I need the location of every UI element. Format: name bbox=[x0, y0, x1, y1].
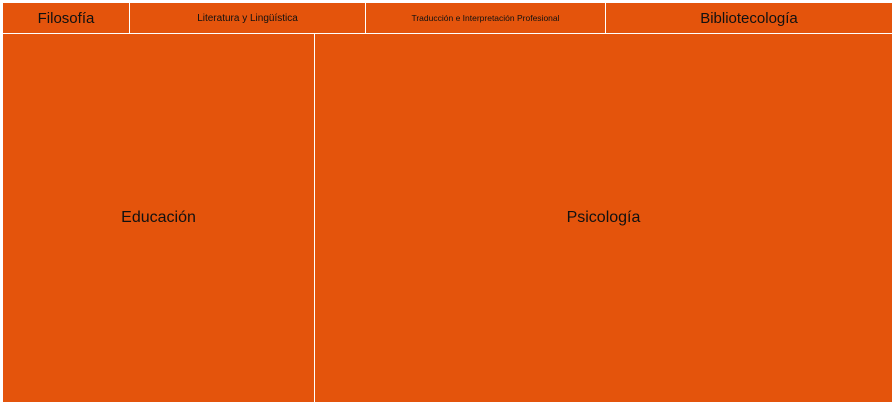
tile-psicologia[interactable]: Psicología bbox=[315, 34, 892, 402]
tile-filosofia[interactable]: Filosofía bbox=[3, 3, 129, 33]
tile-label: Psicología bbox=[566, 209, 641, 226]
tile-label: Bibliotecología bbox=[700, 9, 798, 27]
tile-label: Traducción e Interpretación Profesional bbox=[411, 13, 560, 23]
tile-label: Literatura y Lingüística bbox=[197, 12, 298, 24]
tile-label: Educación bbox=[121, 209, 196, 226]
tile-educacion[interactable]: Educación bbox=[3, 34, 314, 402]
tile-label: Filosofía bbox=[37, 9, 95, 27]
tile-bibliotecologia[interactable]: Bibliotecología bbox=[606, 3, 892, 33]
tile-traduccion-e-interpretacion[interactable]: Traducción e Interpretación Profesional bbox=[366, 3, 605, 33]
tile-literatura-y-linguistica[interactable]: Literatura y Lingüística bbox=[130, 3, 365, 33]
